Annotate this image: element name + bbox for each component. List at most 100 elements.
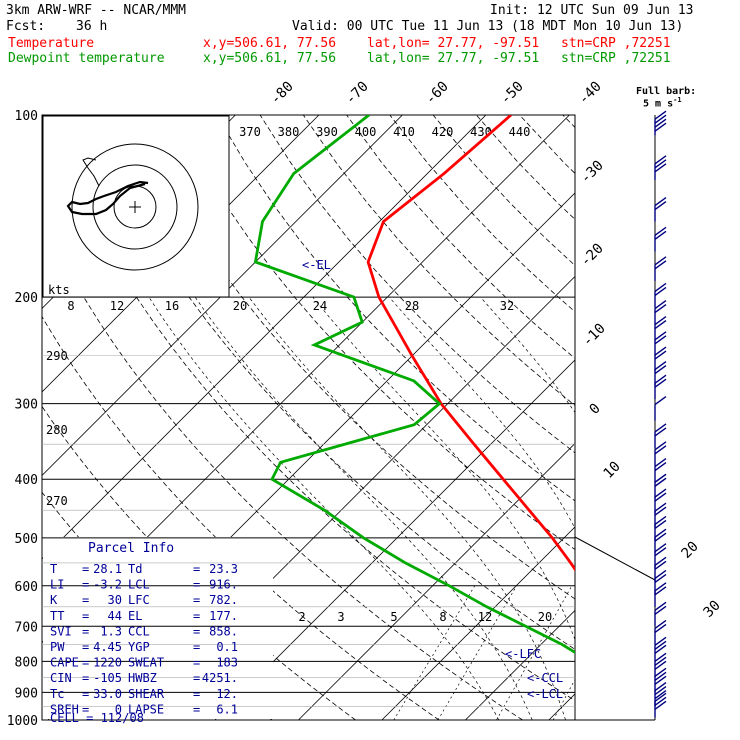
parcel-info-row: CAPE = 1220 SWEAT = 183 [50, 656, 238, 670]
dry-adiabat-line [736, 115, 740, 720]
wind-barb-flag [654, 502, 667, 512]
hodograph-ring [92, 164, 178, 250]
parcel-param-eq: = [82, 640, 89, 654]
isotherm-line [632, 115, 740, 720]
pressure-label: 400 [15, 473, 38, 488]
pressure-label: 900 [15, 686, 38, 701]
moist-adiabat-line [248, 296, 566, 720]
parcel-param-eq: = [193, 702, 200, 716]
wind-barb-flag [654, 640, 667, 650]
parcel-param-value: 782. [209, 593, 238, 607]
dewpoint-profile [253, 115, 575, 654]
wind-barb-flag [654, 256, 667, 266]
temperature-profile [366, 115, 575, 572]
isotherm-line [298, 442, 575, 720]
parcel-param-value: 33.0 [93, 687, 122, 701]
parcel-param-name: LCL [128, 578, 150, 592]
wind-barb-flag [654, 286, 667, 296]
dewpoint-xy: x,y=506.61, 77.56 [203, 51, 337, 66]
wind-barb [654, 396, 667, 421]
low-mixing-ratio-label: 2 [298, 610, 305, 624]
pressure-label: 1000 [7, 714, 38, 729]
parcel-param-value: 858. [209, 624, 238, 638]
wind-barb-flag [654, 543, 667, 553]
dry-adiabat-label: 270 [46, 494, 68, 508]
fcst-value: 36 h [76, 19, 108, 34]
wind-barb [654, 155, 667, 180]
pressure-label: 600 [15, 580, 38, 595]
parcel-param-eq: = [193, 578, 200, 592]
wind-barb-flag [654, 196, 667, 207]
wind-barb [654, 196, 667, 222]
wind-barb-flag [654, 427, 667, 437]
parcel-param-eq: = [82, 702, 89, 716]
isotherm-label: -40 [576, 79, 605, 108]
mixing-ratio-label: 8 [67, 299, 74, 313]
parcel-param-name: CIN [50, 671, 72, 685]
parcel-param-value: 183 [216, 656, 238, 670]
wind-barb-flag [654, 519, 667, 530]
parcel-param-name: CAPE [50, 656, 79, 670]
theta-e-label: 440 [509, 125, 531, 139]
parcel-param-eq: = [193, 609, 200, 623]
parcel-info-row: SVI = 1.3 CCL = 858. [50, 624, 238, 638]
parcel-param-name: T [50, 562, 57, 576]
wind-barb-flag [654, 528, 667, 538]
wind-barb-flag [654, 692, 667, 702]
parcel-param-eq: = [82, 624, 89, 638]
parcel-param-eq: = [82, 593, 89, 607]
wind-barb-flag [654, 689, 667, 700]
lcl-marker: <-LCL [527, 687, 563, 701]
parcel-param-value: 0.1 [216, 640, 238, 654]
fcst-label: Fcst: [6, 19, 46, 34]
parcel-param-name: EL [128, 609, 142, 623]
isotherm-label: 20 [679, 539, 702, 562]
parcel-info-row: CIN = -105 HWBZ = 4251. [50, 671, 238, 685]
valid-time: Valid: 00 UTC Tue 11 Jun 13 (18 MDT Mon … [292, 19, 684, 34]
isotherm-line [214, 359, 575, 720]
moist-adiabat-line [585, 297, 700, 720]
wind-barb-flag [654, 331, 667, 341]
wind-barb-flag [654, 605, 667, 615]
wind-barb-flag [654, 660, 667, 670]
wind-barb-flag [654, 656, 667, 666]
wind-barb-flag [654, 122, 667, 132]
wind-barb-flag [654, 506, 667, 516]
wind-barb [654, 374, 667, 400]
isotherm-label: -20 [578, 241, 607, 270]
parcel-param-name: LFC [128, 593, 150, 607]
parcel-param-value: 177. [209, 609, 238, 623]
parcel-param-name: LAPSE [128, 702, 164, 716]
mixing-ratio-line [552, 678, 575, 720]
isotherm-line [381, 526, 575, 720]
isotherm-line [42, 115, 403, 476]
pressure-label: 300 [15, 398, 38, 413]
parcel-param-name: SREH [50, 702, 79, 716]
parcel-param-eq: = [82, 609, 89, 623]
wind-barb-flag [654, 320, 667, 330]
wind-barb [654, 601, 667, 627]
parcel-param-name: LI [50, 578, 64, 592]
parcel-param-value: 12. [216, 687, 238, 701]
theta-e-label: 390 [316, 125, 338, 139]
moist-adiabat-line [690, 297, 738, 720]
parcel-param-value: -105 [93, 671, 122, 685]
parcel-param-value: 23.3 [209, 562, 238, 576]
pressure-label: 200 [15, 291, 38, 306]
wind-barb-flag [654, 346, 667, 356]
wind-barb-flag [654, 681, 667, 692]
wind-barb-flag [654, 155, 667, 165]
parcel-info-row: PW = 4.45 YGP = 0.1 [50, 640, 238, 654]
profiles [253, 115, 575, 654]
mixing-ratio-line [437, 585, 517, 720]
mixing-ratio-label: 24 [313, 299, 327, 313]
theta-e-label: 410 [393, 125, 415, 139]
dry-adiabat-line [476, 115, 575, 220]
low-mixing-ratio-label: 12 [478, 610, 492, 624]
parcel-param-name: K [50, 593, 58, 607]
wind-barb-flag [654, 671, 667, 681]
mixing-ratio-label: 12 [110, 299, 124, 313]
